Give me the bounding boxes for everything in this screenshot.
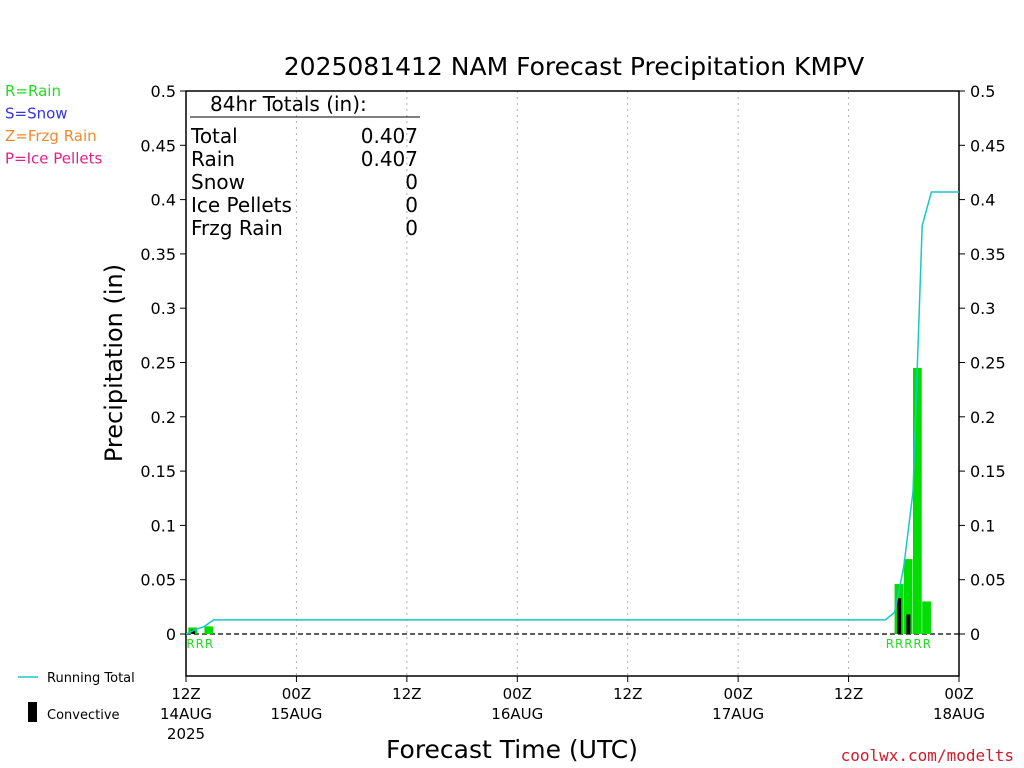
grid-lines [295, 91, 850, 676]
precip-bar-3 [903, 559, 913, 634]
totals-value-2: 0 [405, 170, 418, 194]
precip-bar-4 [912, 367, 922, 634]
x-tick-label-date-5: 17AUG [712, 705, 764, 723]
y-tick-label-left-5: 0.25 [140, 354, 176, 373]
totals-label-1: Rain [191, 147, 235, 171]
y-tick-label-left-1: 0.05 [140, 571, 176, 590]
y-tick-label-right-3: 0.15 [970, 462, 1006, 481]
totals-label-0: Total [190, 124, 238, 148]
chart-title: 2025081412 NAM Forecast Precipitation KM… [284, 52, 864, 81]
x-tick-label-time-7: 00Z [944, 685, 973, 703]
totals-value-4: 0 [405, 216, 418, 240]
y-tick-label-right-5: 0.25 [970, 354, 1006, 373]
running-total-line [185, 191, 959, 635]
x-tick-label-date-7: 18AUG [933, 705, 985, 723]
convective-bars [190, 598, 911, 634]
precip-type-marker-7: R [923, 637, 931, 651]
precip-type-marker-0: R [186, 637, 194, 651]
precip-type-legend-2: Z=Frzg Rain [5, 127, 97, 145]
y-tick-label-left-7: 0.35 [140, 245, 176, 264]
y-tick-label-right-4: 0.2 [970, 408, 995, 427]
precip-type-legend-1: S=Snow [5, 105, 68, 123]
y-axis-label: Precipitation (in) [100, 264, 128, 462]
x-axis: 12Z 14AUG 2025 00Z 15AUG 12Z 00Z 16AUG 12Z 00Z 17A… [160, 676, 985, 743]
convective-bar-3 [906, 614, 911, 634]
totals-label-4: Frzg Rain [191, 216, 283, 240]
convective-swatch [28, 702, 37, 722]
convective-bar-2 [897, 598, 902, 634]
totals-rows: Total 0.407 Rain 0.407 Snow 0 Ice Pellets 0 Frzg… [190, 124, 418, 240]
y-tick-label-left-8: 0.4 [151, 191, 176, 210]
y-tick-label-right-0: 0 [970, 625, 980, 644]
precip-bar-5 [922, 601, 931, 634]
y-tick-label-left-9: 0.45 [140, 136, 176, 155]
x-tick-label-date-1: 15AUG [270, 705, 322, 723]
totals-value-1: 0.407 [361, 147, 418, 171]
x-tick-label-time-3: 00Z [503, 685, 532, 703]
y-tick-label-left-4: 0.2 [151, 408, 176, 427]
y-tick-label-right-8: 0.4 [970, 191, 995, 210]
precip-type-marker-6: R [913, 637, 921, 651]
x-tick-label-time-1: 00Z [282, 685, 311, 703]
bottom-legend: Running Total Convective [18, 671, 135, 723]
x-tick-label-time-6: 12Z [834, 685, 863, 703]
precip-bars [188, 367, 931, 634]
y-tick-label-right-6: 0.3 [970, 299, 995, 318]
totals-box: 84hr Totals (in): Total 0.407 Rain 0.407 Sno… [190, 92, 420, 240]
precip-type-marker-5: R [904, 637, 912, 651]
x-tick-label-time-4: 12Z [613, 685, 642, 703]
totals-label-2: Snow [191, 170, 245, 194]
x-tick-label-year-0: 2025 [167, 725, 205, 743]
totals-value-3: 0 [405, 193, 418, 217]
x-tick-label-time-0: 12Z [171, 685, 200, 703]
x-tick-label-date-3: 16AUG [491, 705, 543, 723]
y-tick-label-left-3: 0.15 [140, 462, 176, 481]
y-tick-label-left-2: 0.1 [151, 516, 176, 535]
y-tick-label-right-1: 0.05 [970, 571, 1006, 590]
y-tick-label-right-2: 0.1 [970, 516, 995, 535]
x-tick-label-time-5: 00Z [723, 685, 752, 703]
y-axis-left: 0 0.05 0.1 0.15 0.2 0.25 0.3 0.35 0.4 0.45 0.5 [140, 82, 186, 644]
y-tick-label-left-10: 0.5 [151, 82, 176, 101]
totals-heading: 84hr Totals (in): [210, 92, 367, 116]
precip-type-marker-3: R [886, 637, 894, 651]
credit-text: coolwx.com/modelts [841, 746, 1014, 765]
convective-bar-0 [190, 629, 195, 634]
y-tick-label-right-7: 0.35 [970, 245, 1006, 264]
precip-type-marker-1: R [196, 637, 204, 651]
totals-label-3: Ice Pellets [191, 193, 292, 217]
precip-type-legend-0: R=Rain [5, 82, 61, 100]
x-axis-label: Forecast Time (UTC) [386, 735, 638, 764]
x-tick-label-date-0: 14AUG [160, 705, 212, 723]
precip-type-marker-4: R [895, 637, 903, 651]
y-tick-label-left-0: 0 [166, 625, 176, 644]
precip-type-legend-3: P=Ice Pellets [5, 150, 102, 168]
precip-type-legend: R=Rain S=Snow Z=Frzg Rain P=Ice Pellets [5, 82, 102, 168]
precip-bar-1 [204, 626, 214, 634]
y-axis-right: 0 0.05 0.1 0.15 0.2 0.25 0.3 0.35 0.4 0.45 0.5 [959, 82, 1006, 644]
plot-frame [185, 90, 960, 677]
totals-value-0: 0.407 [361, 124, 418, 148]
y-tick-label-right-10: 0.5 [970, 82, 995, 101]
y-tick-label-right-9: 0.45 [970, 136, 1006, 155]
precip-type-marker-2: R [205, 637, 213, 651]
convective-legend-label: Convective [47, 708, 120, 723]
y-tick-label-left-6: 0.3 [151, 299, 176, 318]
running-total-legend-label: Running Total [47, 671, 135, 686]
x-tick-label-time-2: 12Z [392, 685, 421, 703]
